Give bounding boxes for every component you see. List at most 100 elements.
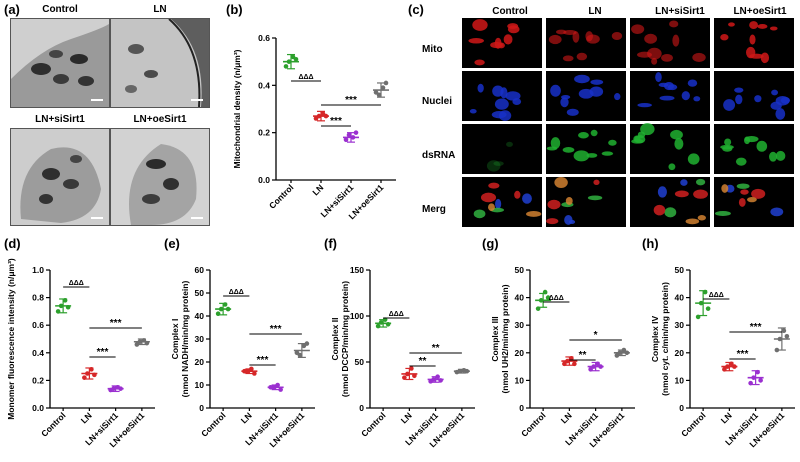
- fluor-cell: [740, 189, 749, 195]
- fluor-cell: [562, 147, 575, 153]
- fluor-cell: [608, 139, 617, 146]
- data-point: [304, 341, 310, 346]
- fluor-col-ln: LN: [588, 6, 602, 17]
- chart-d-monomer-fluorescence: 0.0 0.2 0.4 0.6 0.8 1.0 Monomer fluorescence i…: [6, 258, 155, 449]
- y-tick-label: 20: [195, 357, 205, 367]
- data-point: [383, 80, 389, 86]
- panel-label-h: (h): [642, 236, 659, 251]
- data-point: [614, 353, 620, 358]
- data-point: [755, 369, 760, 375]
- y-tick-label: 0.4: [258, 80, 270, 90]
- y-tick-label: 0.0: [32, 403, 44, 413]
- data-point: [278, 387, 283, 392]
- fluor-cell: [697, 215, 706, 221]
- fluor-cell: [587, 195, 603, 201]
- fluor-cell: [614, 93, 621, 101]
- fluor-cell: [661, 54, 673, 62]
- fluor-cell: [477, 83, 484, 93]
- x-tick-label: Control: [359, 410, 387, 438]
- panel-label-a: (a): [4, 2, 20, 17]
- data-point: [729, 361, 734, 367]
- y-tick-label: 0.2: [258, 128, 270, 138]
- data-point: [695, 314, 701, 320]
- em-image-control: [10, 18, 110, 108]
- fluor-cell: [472, 19, 488, 31]
- data-point: [722, 367, 727, 372]
- significance-label: ***: [257, 355, 269, 366]
- fluor-cell: [637, 103, 652, 108]
- data-point: [542, 289, 548, 295]
- y-axis-label-line1: Complex I: [170, 319, 180, 360]
- y-tick-label: 40: [195, 311, 205, 321]
- fluor-cell: [756, 140, 768, 152]
- fluor-cell: [734, 87, 744, 93]
- x-tick-label: LN: [559, 410, 574, 425]
- x-tick-label: LN: [79, 410, 94, 425]
- fluor-cell: [578, 88, 594, 99]
- fluor-tile-merg-3: [714, 177, 794, 227]
- significance-label: ***: [345, 95, 357, 106]
- y-axis-label-line2: (nmol NADH/min/mg protein): [180, 281, 190, 398]
- fluor-cell: [488, 203, 495, 212]
- fluor-col-control: Control: [492, 6, 528, 17]
- y-tick-label: 40: [515, 293, 525, 303]
- y-tick-label: 30: [675, 320, 685, 330]
- significance-label: ΔΔΔ: [69, 280, 84, 287]
- data-point: [297, 352, 303, 358]
- x-tick-label: LN: [719, 410, 734, 425]
- fluor-cell: [473, 209, 486, 219]
- fluor-cell: [488, 182, 500, 189]
- fluor-cell: [495, 198, 502, 210]
- em-image-ln: [110, 18, 210, 108]
- data-point: [588, 367, 593, 372]
- fluor-cell: [674, 190, 689, 198]
- fluor-cell: [720, 34, 729, 41]
- em-label-ln-sisirt1: LN+siSirt1: [35, 114, 85, 125]
- fluor-cell: [723, 99, 736, 111]
- data-point: [215, 311, 221, 316]
- data-point: [545, 295, 551, 300]
- fluor-cell: [548, 34, 562, 45]
- fluor-cell: [728, 22, 735, 27]
- significance-label: **: [419, 356, 427, 367]
- fluor-cell: [514, 190, 521, 199]
- fluorescence-image-grid: [462, 18, 794, 227]
- data-point: [89, 367, 94, 372]
- data-point: [784, 333, 790, 339]
- fluor-cell: [664, 207, 677, 218]
- y-axis-label: Mitochondrial density (n/μm³): [232, 49, 242, 168]
- x-tick-label: Control: [519, 410, 547, 438]
- chart-f-complex-ii: 0 50 100 150 Complex II (nmol DCCP/min/mg pro…: [330, 265, 475, 449]
- significance-label: ***: [330, 116, 342, 127]
- data-point: [275, 382, 280, 388]
- fluor-cell: [601, 151, 614, 156]
- y-axis-label-line2: (nmol cyt. c/min/mg protein): [660, 282, 670, 396]
- data-point: [621, 347, 627, 353]
- data-point: [748, 380, 753, 386]
- fluor-cell: [554, 177, 568, 188]
- fluor-cell: [770, 207, 784, 217]
- fluor-cell: [566, 108, 579, 116]
- data-point: [134, 342, 140, 347]
- fluor-cell: [770, 101, 782, 110]
- fluor-cell: [687, 153, 700, 165]
- fluor-cell: [771, 89, 779, 96]
- significance-label: **: [432, 343, 440, 354]
- fluor-cell: [780, 97, 791, 104]
- chart-h-complex-iv: 0 10 20 30 40 50 Complex IV (nmol cyt. c/min/mg…: [650, 265, 795, 449]
- fluor-cell: [637, 131, 646, 139]
- fluor-cell: [647, 47, 662, 60]
- panel-label-c: (c): [408, 2, 424, 17]
- data-point: [55, 309, 61, 314]
- data-point: [409, 366, 414, 371]
- y-tick-label: 0: [519, 403, 524, 413]
- data-point: [562, 361, 567, 367]
- chart-e-complex-i: 0 10 20 30 40 50 60 Complex I (nmol NADH/min/mg …: [170, 265, 315, 449]
- fluor-cell: [749, 21, 758, 30]
- data-point: [353, 130, 359, 135]
- fluor-cell: [593, 179, 600, 186]
- fluor-cell: [724, 138, 732, 146]
- fluor-cell: [578, 132, 589, 139]
- fluor-cell: [576, 52, 588, 61]
- y-tick-label: 30: [515, 320, 525, 330]
